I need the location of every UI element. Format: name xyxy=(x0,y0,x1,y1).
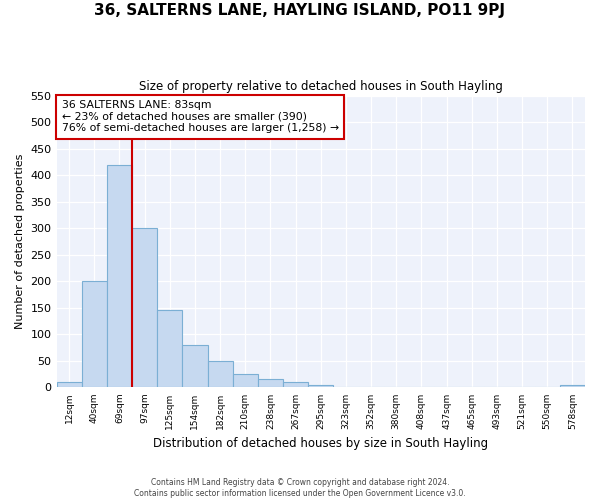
Bar xyxy=(283,382,308,388)
Bar xyxy=(56,382,82,388)
X-axis label: Distribution of detached houses by size in South Hayling: Distribution of detached houses by size … xyxy=(153,437,488,450)
Bar xyxy=(258,380,283,388)
Bar xyxy=(233,374,258,388)
Bar xyxy=(132,228,157,388)
Bar xyxy=(157,310,182,388)
Y-axis label: Number of detached properties: Number of detached properties xyxy=(15,154,25,329)
Bar xyxy=(208,361,233,388)
Bar xyxy=(182,345,208,388)
Bar xyxy=(308,385,334,388)
Text: 36 SALTERNS LANE: 83sqm
← 23% of detached houses are smaller (390)
76% of semi-d: 36 SALTERNS LANE: 83sqm ← 23% of detache… xyxy=(62,100,339,133)
Bar xyxy=(82,282,107,388)
Bar xyxy=(560,385,585,388)
Text: Contains HM Land Registry data © Crown copyright and database right 2024.
Contai: Contains HM Land Registry data © Crown c… xyxy=(134,478,466,498)
Text: 36, SALTERNS LANE, HAYLING ISLAND, PO11 9PJ: 36, SALTERNS LANE, HAYLING ISLAND, PO11 … xyxy=(95,2,505,18)
Bar xyxy=(107,164,132,388)
Title: Size of property relative to detached houses in South Hayling: Size of property relative to detached ho… xyxy=(139,80,503,93)
